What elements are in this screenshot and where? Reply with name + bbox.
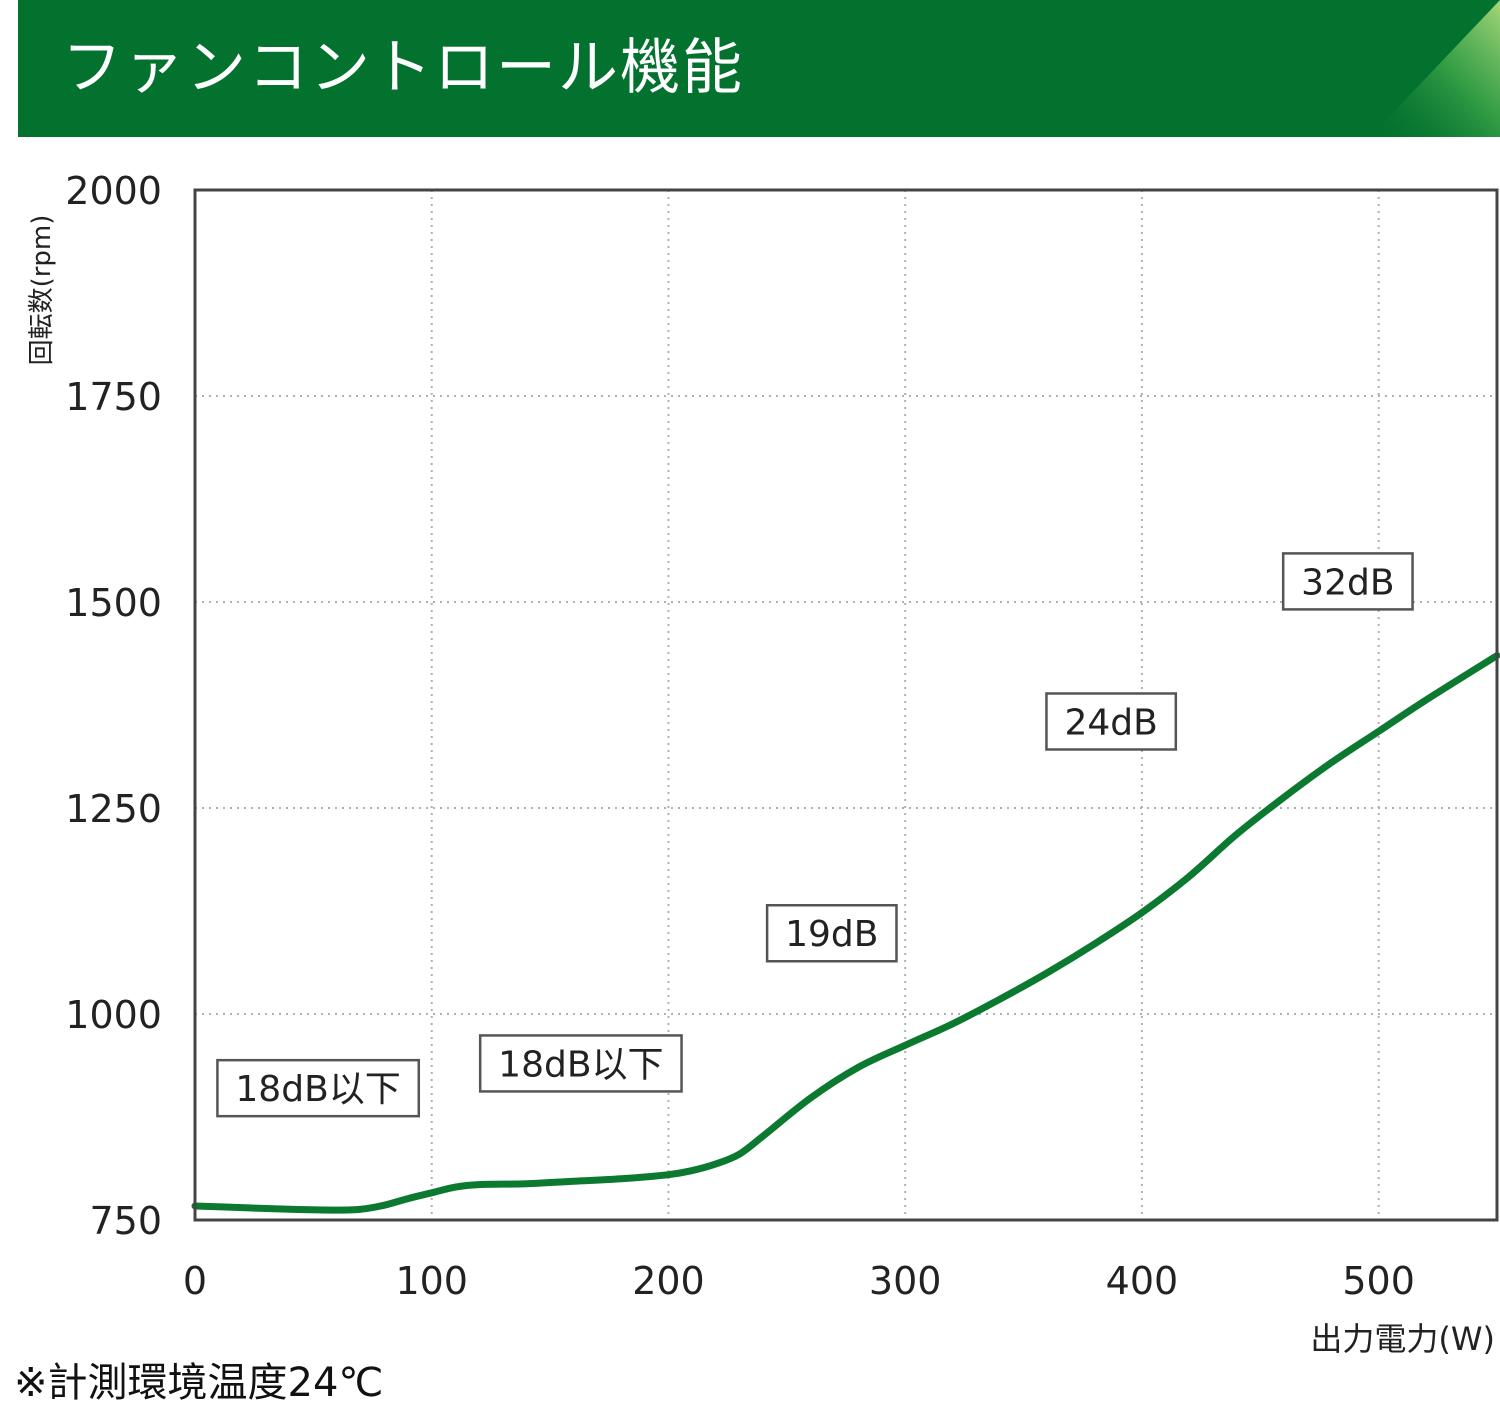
x-tick-label: 0 [183,1259,207,1303]
noise-level-annotation: 18dB以下 [478,1034,683,1093]
series-layer [191,652,1500,1214]
header-accent-gradient [1370,0,1500,137]
noise-level-box [216,1058,421,1118]
y-tick-label: 2000 [65,169,162,213]
y-tick-label: 750 [89,1199,162,1243]
x-tick-label: 400 [1106,1259,1179,1303]
x-tick-label: 300 [869,1259,942,1303]
noise-level-label: 32dB [1301,562,1394,603]
y-tick-label: 1750 [65,375,162,419]
x-tick-label: 200 [632,1259,705,1303]
chart-header-title: ファンコントロール機能 [62,33,744,103]
axis-layer: 750 1000 1250 1500 1750 2000 0 100 200 300 400 500 [65,169,1499,1303]
annotation-layer: 18dB以下 18dB以下 19dB 24dB 32dB [216,552,1414,1118]
noise-level-label: 19dB [785,914,878,955]
y-tick-label: 1250 [65,787,162,831]
noise-level-box [478,1034,683,1093]
y-axis-label: 回転数(rpm) [27,215,57,366]
noise-level-label: 24dB [1064,702,1157,743]
noise-level-box [1045,692,1178,751]
noise-level-annotation: 19dB [765,903,898,963]
chart-header-banner: ファンコントロール機能 [18,0,1500,137]
grid-layer [195,190,1497,1220]
y-tick-label: 1000 [65,993,162,1037]
y-tick-label: 1500 [65,581,162,625]
noise-level-label: 18dB以下 [235,1069,400,1110]
footnote: ※計測環境温度24℃ [14,1360,384,1406]
noise-level-box [1281,552,1414,611]
x-tick-label: 100 [395,1259,468,1303]
x-tick-label: 500 [1342,1259,1415,1303]
noise-level-annotation: 24dB [1045,692,1178,751]
plot-frame [193,188,1499,1222]
noise-level-label: 18dB以下 [498,1044,663,1085]
fan-speed-series-line [191,652,1500,1214]
noise-level-annotation: 32dB [1281,552,1414,611]
noise-level-box [765,903,898,963]
x-axis-label: 出力電力(W) [1310,1320,1495,1358]
noise-level-annotation: 18dB以下 [216,1058,421,1118]
